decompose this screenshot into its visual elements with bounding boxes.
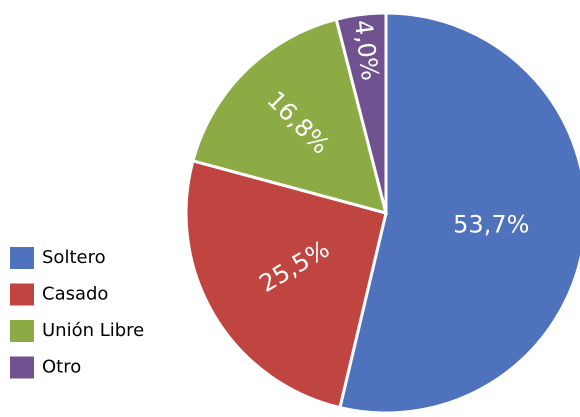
pie-slice — [334, 11, 388, 214]
pie-slice — [191, 17, 389, 216]
legend-swatch — [10, 247, 34, 269]
legend-swatch — [10, 320, 34, 342]
pie-slice — [338, 11, 580, 415]
legend-label: Otro — [42, 357, 81, 378]
pie-slice — [184, 158, 388, 410]
legend-label: Soltero — [42, 247, 106, 268]
legend-label: Unión Libre — [42, 320, 144, 341]
legend-swatch — [10, 356, 34, 379]
legend-swatch — [10, 283, 34, 306]
data-label: 53,7% — [453, 210, 529, 238]
legend-label: Casado — [42, 284, 108, 305]
